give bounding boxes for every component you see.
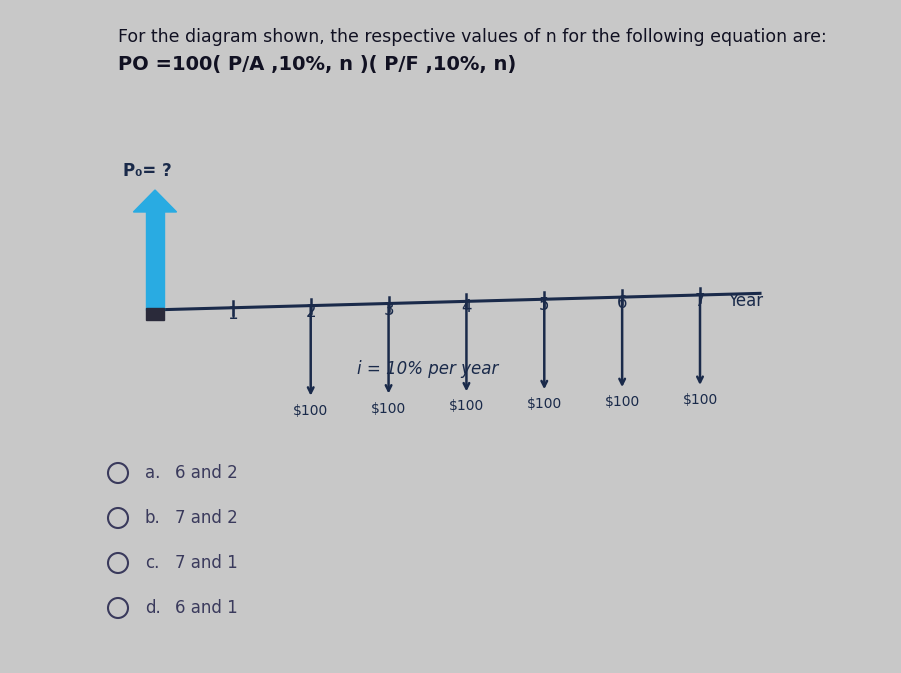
Text: $100: $100 (682, 393, 717, 407)
Text: $100: $100 (449, 400, 484, 413)
Text: 2: 2 (305, 303, 316, 321)
Text: 3: 3 (383, 301, 394, 318)
Text: $100: $100 (527, 397, 562, 411)
Bar (146, 308, 164, 320)
Text: 7: 7 (695, 292, 705, 310)
Polygon shape (133, 190, 177, 212)
Text: c.: c. (145, 554, 159, 572)
Text: $100: $100 (293, 404, 328, 418)
Text: 6 and 1: 6 and 1 (175, 599, 238, 617)
Text: 6: 6 (617, 294, 627, 312)
Text: $100: $100 (605, 395, 640, 409)
Text: 1: 1 (228, 305, 238, 323)
Text: 5: 5 (539, 296, 550, 314)
Text: P₀= ?: P₀= ? (123, 162, 171, 180)
Text: 4: 4 (461, 298, 472, 316)
Text: b.: b. (145, 509, 160, 527)
Text: 7 and 1: 7 and 1 (175, 554, 238, 572)
Text: $100: $100 (371, 402, 406, 415)
Text: d.: d. (145, 599, 160, 617)
Text: 6 and 2: 6 and 2 (175, 464, 238, 482)
Text: For the diagram shown, the respective values of n for the following equation are: For the diagram shown, the respective va… (118, 28, 827, 46)
Text: a.: a. (145, 464, 160, 482)
Text: PO =100( P/A ,10%, n )( P/F ,10%, n): PO =100( P/A ,10%, n )( P/F ,10%, n) (118, 55, 516, 74)
Bar (146, 208, 164, 310)
Text: 0: 0 (150, 307, 160, 325)
Text: Year: Year (728, 292, 763, 310)
Text: 7 and 2: 7 and 2 (175, 509, 238, 527)
Text: i = 10% per year: i = 10% per year (357, 359, 498, 378)
